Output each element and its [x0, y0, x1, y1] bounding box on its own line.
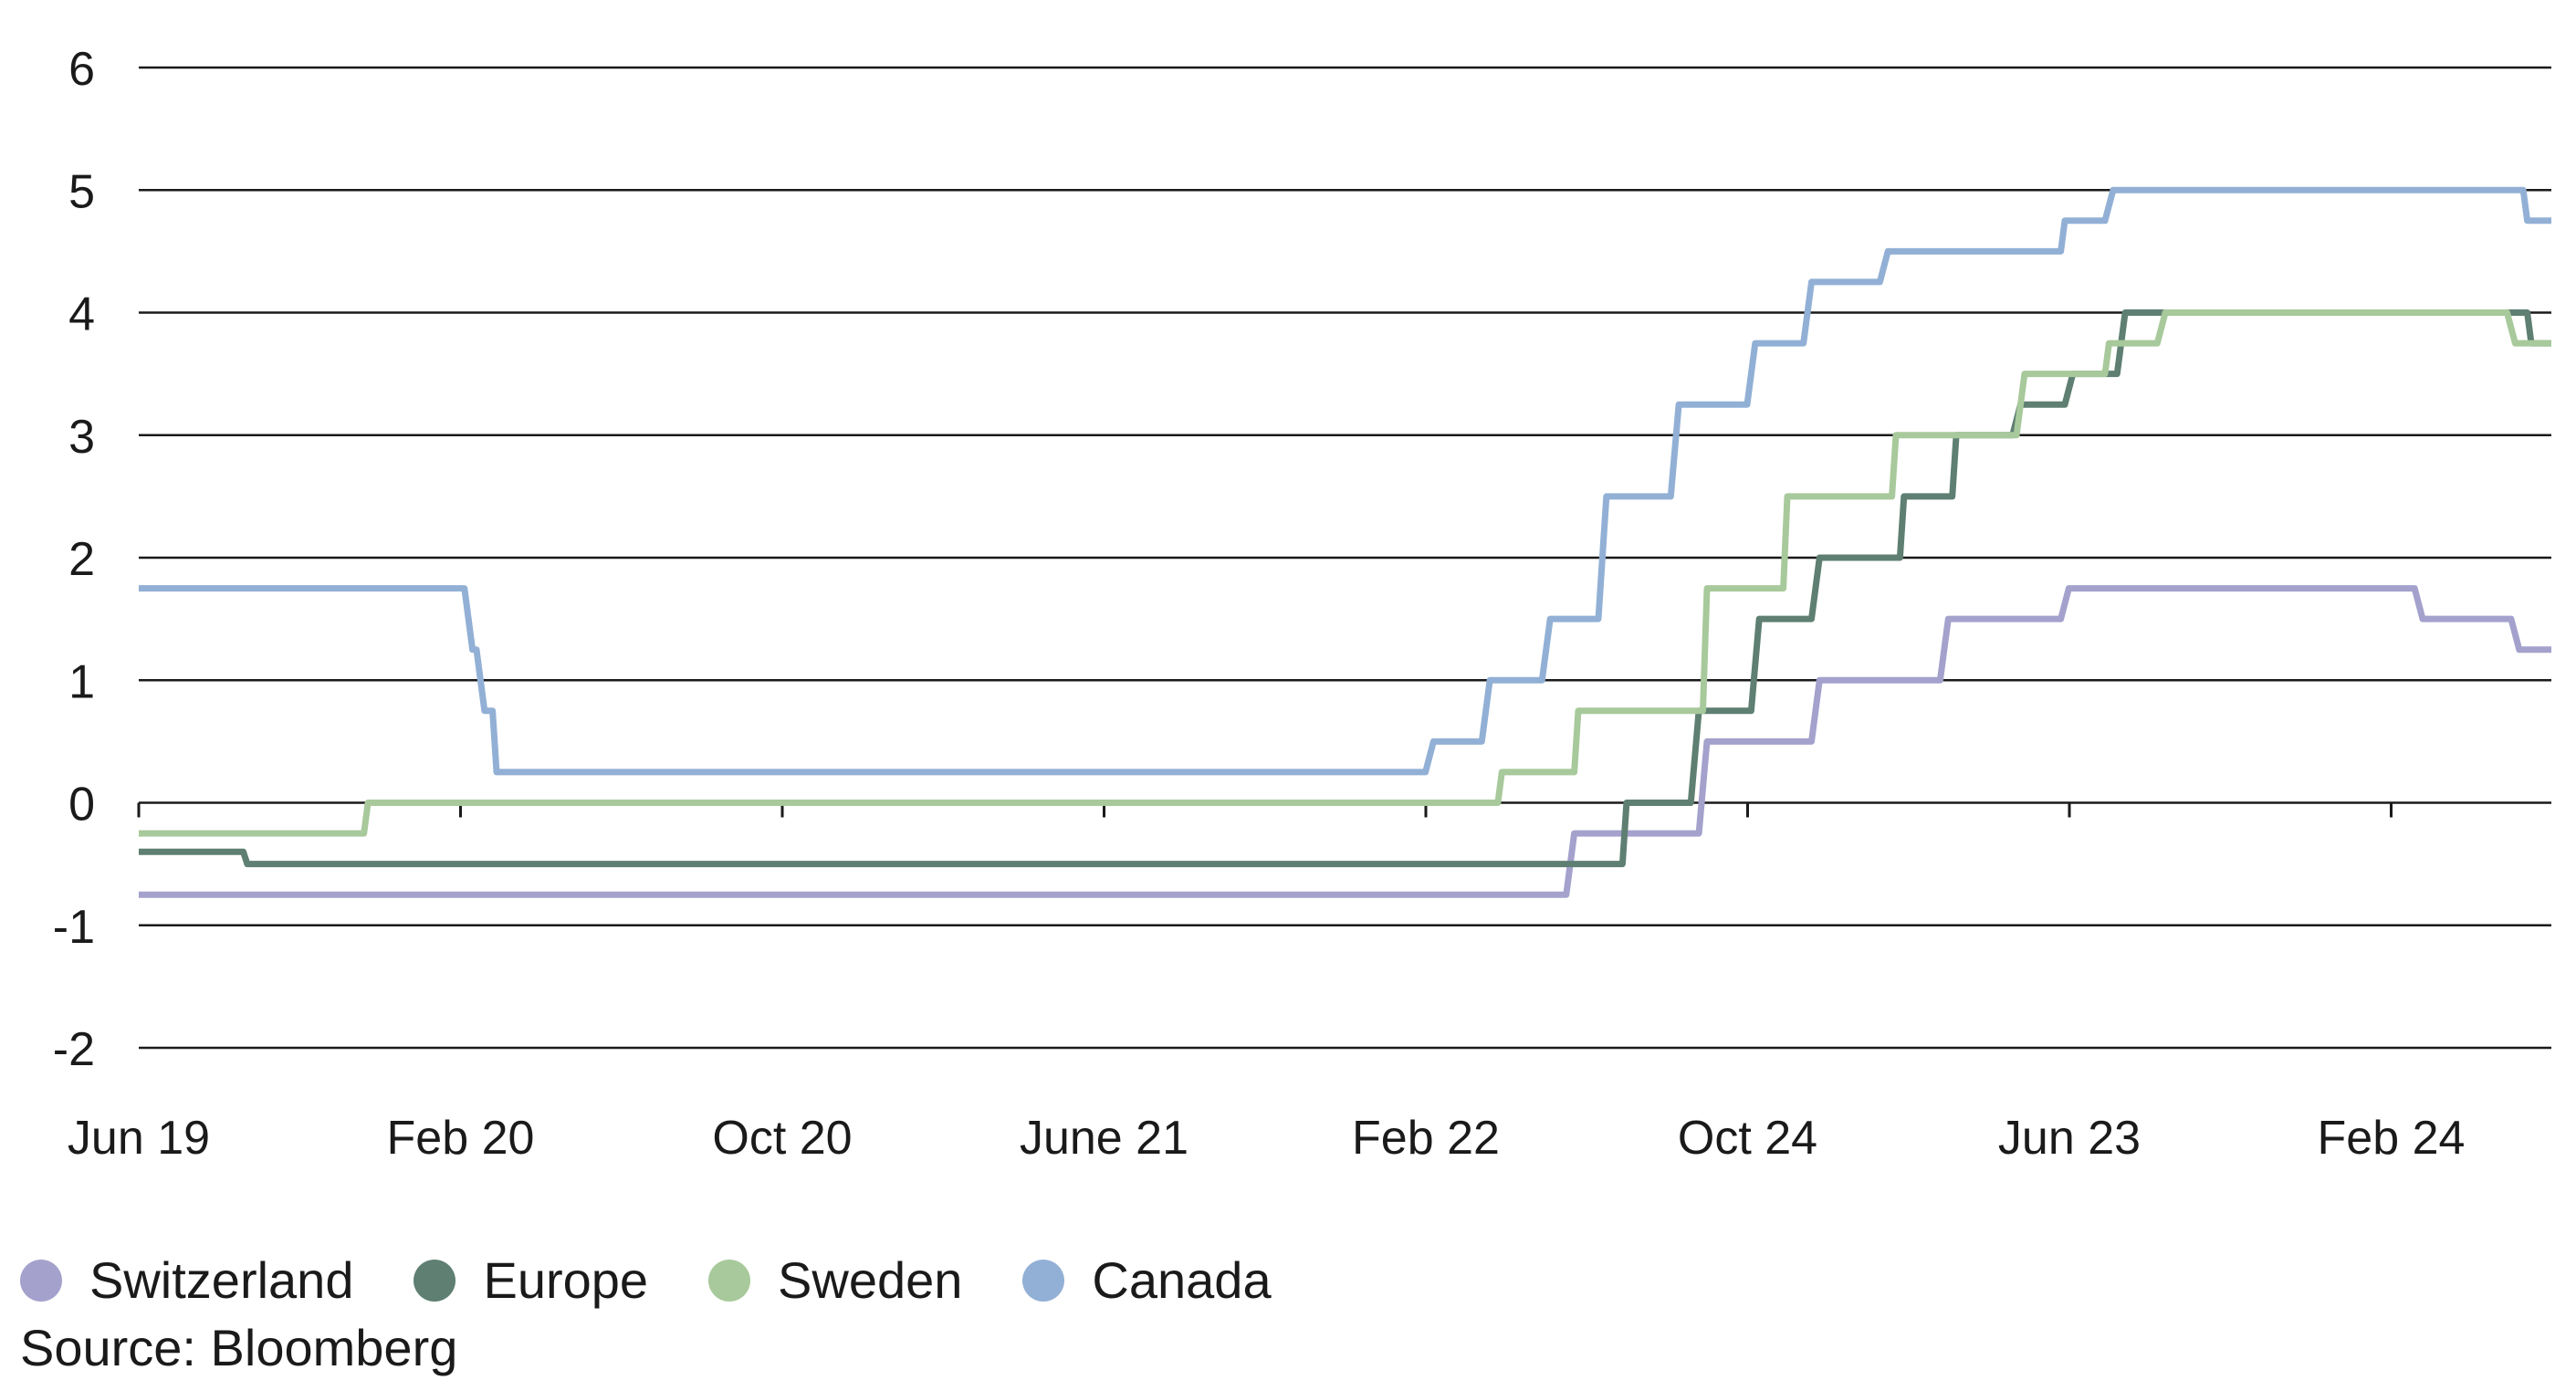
legend-swatch-canada — [1022, 1259, 1065, 1302]
x-tick-label: Oct 20 — [712, 1112, 852, 1165]
y-axis-tick-labels: 6 5 4 3 2 1 0 -1 -2 — [53, 43, 95, 1076]
y-tick-label: 3 — [68, 411, 95, 464]
y-tick-label: 5 — [68, 165, 95, 218]
legend-item-canada: Canada — [1022, 1250, 1272, 1310]
y-tick-label: 2 — [68, 533, 95, 586]
legend-swatch-switzerland — [20, 1259, 62, 1302]
x-axis-tick-labels: Jun 19 Feb 20 Oct 20 June 21 Feb 22 Oct 24 Jun… — [68, 1112, 2466, 1165]
x-tick-label: Jun 23 — [1998, 1112, 2141, 1165]
x-tick-label: Jun 19 — [68, 1112, 210, 1165]
y-tick-label: -1 — [53, 901, 95, 954]
legend: Switzerland Europe Sweden Canada — [20, 1250, 1332, 1310]
legend-swatch-sweden — [708, 1259, 751, 1302]
y-tick-label: 0 — [68, 779, 95, 831]
y-tick-label: -2 — [53, 1023, 95, 1076]
series-line-switzerland — [139, 585, 2551, 898]
y-tick-label: 6 — [68, 43, 95, 96]
line-chart: 6 5 4 3 2 1 0 -1 -2 Jun 19 Feb 20 Oct 20 June 21 Feb… — [53, 43, 2551, 1165]
x-tick-label: Feb 20 — [387, 1112, 535, 1165]
y-tick-label: 4 — [68, 288, 95, 341]
y-tick-label: 1 — [68, 655, 95, 708]
x-tick-label: Oct 24 — [1678, 1112, 1817, 1165]
x-tick-label: Feb 24 — [2318, 1112, 2466, 1165]
x-tick-label: Feb 22 — [1352, 1112, 1500, 1165]
source-note: Source: Bloomberg — [20, 1319, 458, 1376]
series-line-sweden — [139, 309, 2551, 837]
series-lines — [139, 186, 2551, 898]
series-line-canada — [139, 186, 2551, 776]
legend-swatch-europe — [414, 1259, 456, 1302]
legend-label-canada: Canada — [1092, 1251, 1272, 1309]
legend-label-europe: Europe — [483, 1251, 649, 1309]
legend-label-sweden: Sweden — [778, 1251, 963, 1309]
legend-item-europe: Europe — [414, 1250, 648, 1310]
legend-item-sweden: Sweden — [708, 1250, 962, 1310]
grid-lines — [139, 66, 2551, 1050]
series-line-europe — [139, 309, 2551, 868]
x-tick-label: June 21 — [1020, 1112, 1189, 1165]
legend-item-switzerland: Switzerland — [20, 1250, 353, 1310]
legend-label-switzerland: Switzerland — [89, 1251, 354, 1309]
